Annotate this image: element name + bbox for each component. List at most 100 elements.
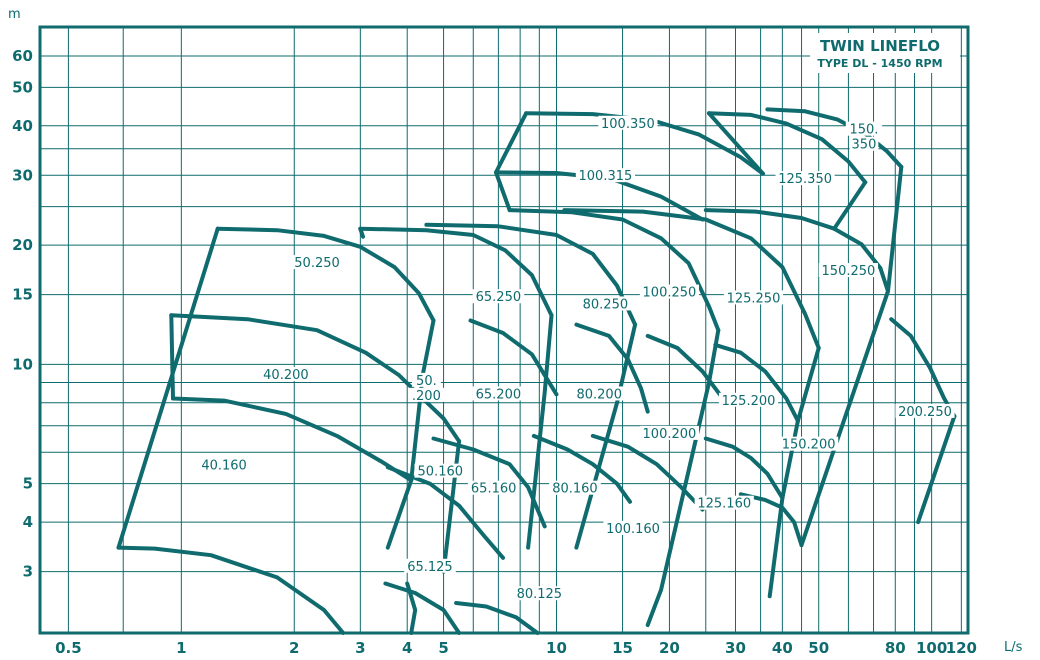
x-tick-label: 2 <box>289 639 299 657</box>
curve-label-bg <box>411 372 441 387</box>
y-tick-label: 5 <box>23 475 33 493</box>
pump-curve-50.250 <box>215 226 436 323</box>
pump-curve-40.200 <box>171 396 414 483</box>
y-tick-label: 20 <box>12 236 33 254</box>
pump-curves <box>116 107 957 635</box>
curve-label-65.250: 65.250 <box>476 290 522 305</box>
chart-subtitle: TYPE DL - 1450 RPM <box>817 57 942 70</box>
curve-label-bg <box>779 436 839 451</box>
curve-label-bg <box>260 366 312 381</box>
curve-label-bg <box>639 425 700 440</box>
curve-labels: 40.160 40.200 50.250 50..200 50.160 65.125 65.… <box>198 115 955 602</box>
curve-label-50.200: 50. <box>416 374 437 389</box>
boundary-line <box>832 180 868 231</box>
curve-label-80.125: 80.125 <box>517 587 563 602</box>
x-tick-label: 0.5 <box>55 639 82 657</box>
y-tick-label: 15 <box>12 286 33 304</box>
curve-label-65.125: 65.125 <box>407 560 453 575</box>
y-tick-label: 30 <box>12 166 33 184</box>
pump-curve-80.160 <box>531 433 632 504</box>
y-tick-label: 3 <box>23 563 33 581</box>
curve-label-50.160: 50.160 <box>418 465 464 480</box>
curve-label-bg <box>775 171 835 186</box>
pump-curve-125.250 <box>562 208 821 350</box>
curve-label-125.200: 125.200 <box>722 394 776 409</box>
boundary-line <box>385 318 436 550</box>
curve-label-125.160: 125.160 <box>697 497 751 512</box>
pump-curve-150.350 <box>765 107 904 169</box>
curve-label-150.200: 150.200 <box>782 438 836 453</box>
y-axis-unit: m <box>8 7 21 22</box>
pump-curve-100.350 <box>524 111 765 176</box>
x-tick-label: 3 <box>355 639 365 657</box>
pump-curve-100.250 <box>507 208 721 333</box>
pump-curve-80.125 <box>454 601 540 635</box>
pump-curve-150.200 <box>738 492 804 548</box>
x-tick-label: 5 <box>438 639 448 657</box>
x-tick-label: 30 <box>725 639 746 657</box>
y-axis-ticks: 3 4 5 10 15 20 30 40 50 60 <box>12 47 33 581</box>
x-tick-label: 20 <box>659 639 680 657</box>
pump-curve-200.250 <box>889 317 957 419</box>
x-axis-unit: L/s <box>1004 640 1023 655</box>
y-tick-label: 50 <box>12 78 33 96</box>
curve-label-65.200: 65.200 <box>476 387 522 402</box>
boundary-line <box>169 313 175 401</box>
curve-label-50.250: 50.250 <box>294 256 340 271</box>
curve-label-bg <box>291 255 343 270</box>
x-tick-label: 80 <box>885 639 906 657</box>
chart-title: TWIN LINEFLO <box>820 37 940 55</box>
curve-label-200.250: 200.250 <box>898 405 952 420</box>
x-tick-label: 1 <box>176 639 186 657</box>
plot-frame <box>38 25 970 635</box>
curve-label-bg <box>414 463 467 478</box>
y-tick-label: 40 <box>12 117 33 135</box>
curve-label-bg <box>895 403 955 418</box>
pump-curve-125.200 <box>713 342 800 423</box>
curve-label-80.160: 80.160 <box>552 482 598 497</box>
curve-label-bg <box>198 457 250 472</box>
pump-curve-100.160 <box>590 433 705 512</box>
curve-label-bg <box>598 115 658 130</box>
curve-label-bg <box>603 520 663 535</box>
y-tick-label: 10 <box>12 355 33 373</box>
curve-label-bg <box>575 168 635 183</box>
x-tick-label: 15 <box>612 639 633 657</box>
boundary-line <box>916 414 957 525</box>
curve-label-bg <box>694 495 754 510</box>
curve-label-bg <box>723 290 784 305</box>
curve-label-bg <box>845 121 883 136</box>
pump-curve-40.160 <box>116 545 346 635</box>
curve-label-bg <box>549 480 601 495</box>
x-tick-label: 50 <box>808 639 829 657</box>
curve-label-bg <box>513 586 566 601</box>
boundary-line <box>441 439 462 574</box>
pump-curve-150.250 <box>703 208 890 294</box>
curve-label-125.250: 125.250 <box>727 291 781 306</box>
curve-label-100.160: 100.160 <box>606 522 660 537</box>
x-tick-label: 100 <box>916 639 947 657</box>
curve-label-bg <box>849 136 879 151</box>
boundary-line <box>494 111 529 213</box>
curve-label-bg <box>579 296 632 311</box>
pump-curve-80.250 <box>424 222 638 327</box>
x-tick-label: 120 <box>946 639 977 657</box>
pump-curve-125.350 <box>707 111 868 185</box>
pump-curve-65.250 <box>358 226 554 318</box>
pump-curve-125.160 <box>703 436 785 500</box>
curve-label-150.250: 150.250 <box>822 264 876 279</box>
boundary-line <box>767 346 821 599</box>
pump-curve-65.160 <box>431 436 547 529</box>
curve-label-bg <box>472 386 525 401</box>
curve-label-bg <box>573 386 626 401</box>
curve-label-bg <box>408 387 445 402</box>
pump-curve-80.200 <box>574 322 650 414</box>
pump-curve-50.160 <box>385 465 505 560</box>
curve-label-40.200: 40.200 <box>263 368 309 383</box>
title-background <box>810 33 960 73</box>
curve-label-bg <box>467 480 520 495</box>
curve-boundaries <box>116 111 957 635</box>
curve-label-40.160: 40.160 <box>201 458 247 473</box>
